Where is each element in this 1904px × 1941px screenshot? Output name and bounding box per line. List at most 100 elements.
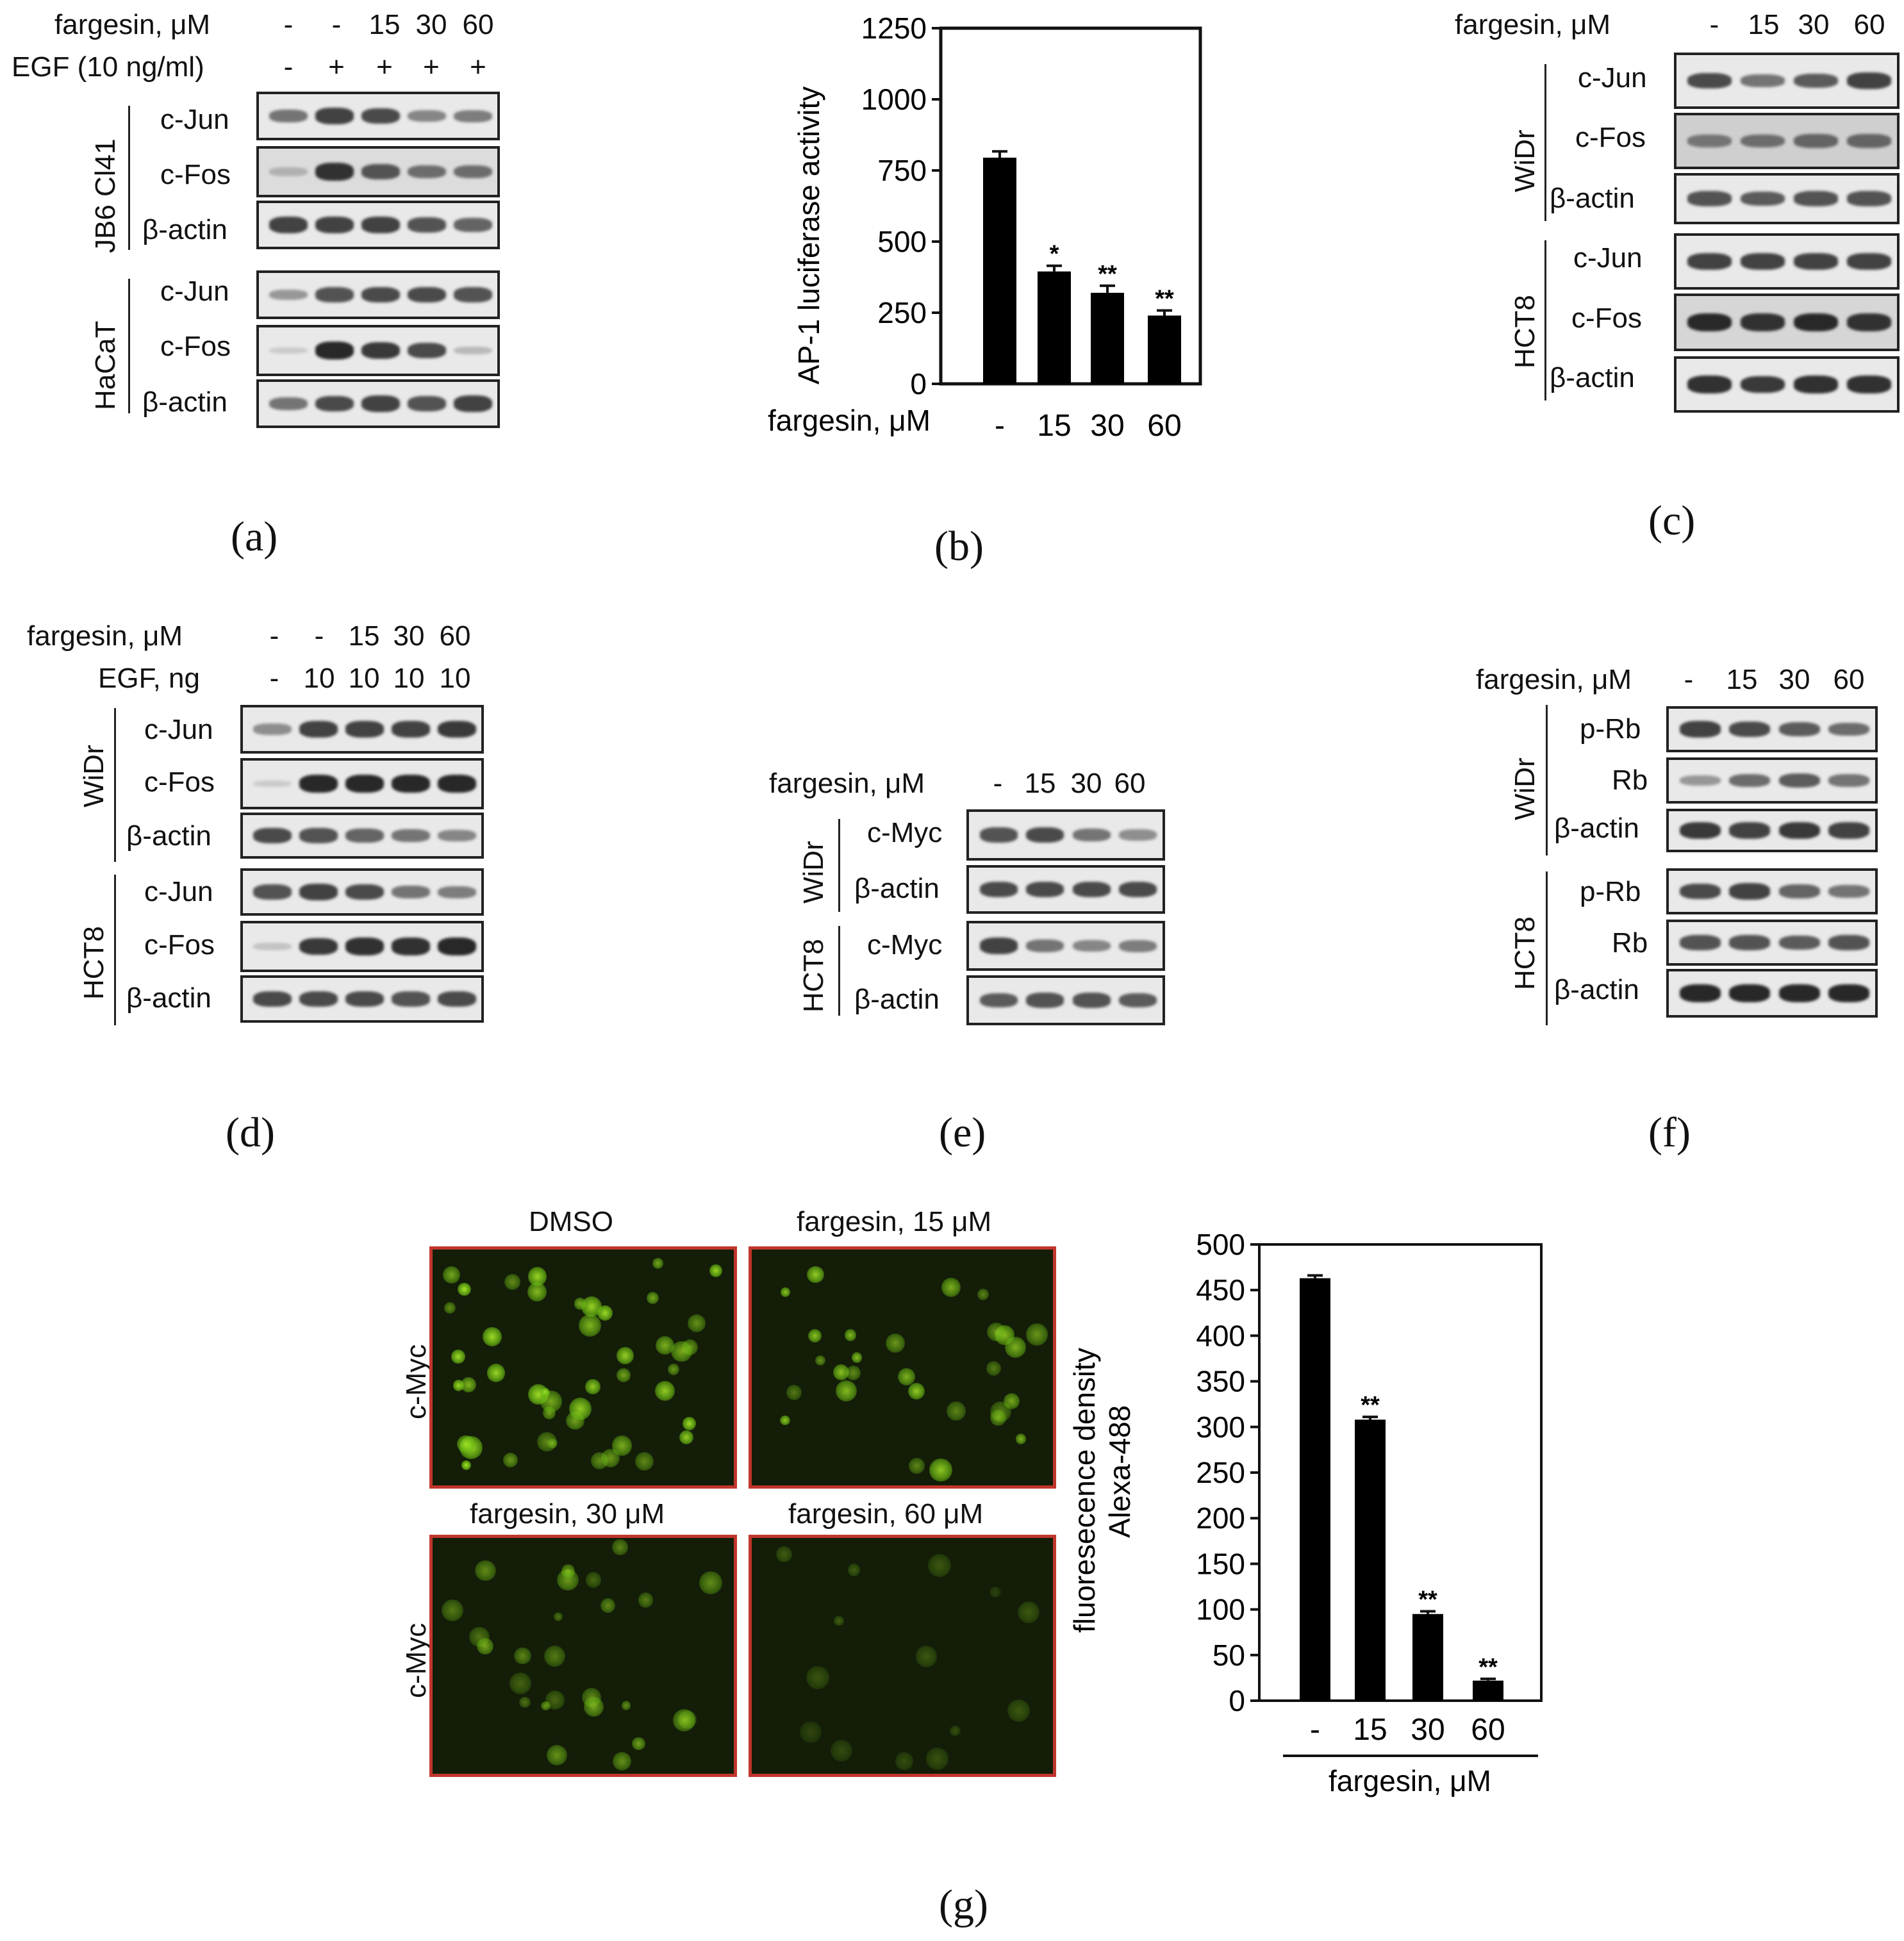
- blot-band: [269, 347, 308, 354]
- row-label: β-actin: [126, 820, 211, 852]
- blot-band: [315, 287, 354, 302]
- cell-spot: [579, 1314, 602, 1337]
- cell-spot: [977, 1289, 989, 1301]
- bar: [983, 158, 1016, 384]
- image-title-15: fargesin, 15 μM: [797, 1206, 992, 1237]
- y-axis-label-2: Alexa-488: [1103, 1405, 1136, 1538]
- group-bracket: [1546, 871, 1548, 1025]
- row-label: p-Rb: [1580, 713, 1641, 745]
- cell-spot: [632, 1737, 645, 1751]
- blot-strip: [1674, 113, 1900, 169]
- group-bracket: [838, 926, 840, 1016]
- blot-band: [454, 165, 492, 179]
- row-label: c-Myc: [867, 817, 943, 848]
- blot-strip: [1666, 868, 1878, 914]
- cell-spot: [547, 1438, 558, 1448]
- panel-letter-a: (a): [231, 513, 278, 560]
- blot-strip: [256, 146, 500, 197]
- cell-spot: [800, 1721, 822, 1743]
- blot-band: [1828, 822, 1870, 839]
- blot-band: [253, 943, 292, 950]
- blot-band: [1679, 883, 1721, 900]
- blot-band: [1778, 822, 1820, 839]
- cell-spot: [585, 1572, 601, 1588]
- row-label: β-actin: [126, 982, 211, 1014]
- blot-band: [392, 829, 430, 842]
- cell-spot: [907, 1382, 925, 1400]
- blot-band: [979, 937, 1018, 954]
- x-tick-label: 30: [1090, 409, 1124, 443]
- row-label: c-Fos: [160, 159, 231, 190]
- row-label: Rb: [1612, 764, 1648, 796]
- cell-spot: [775, 1546, 793, 1563]
- cell-spot: [527, 1267, 547, 1286]
- blot-band: [361, 395, 400, 412]
- blot-band: [345, 991, 384, 1007]
- blot-band: [1847, 72, 1891, 89]
- blot-band: [1794, 191, 1838, 206]
- blot-band: [438, 937, 476, 955]
- blot-band: [1828, 935, 1870, 950]
- blot-band: [1778, 722, 1820, 737]
- blot-strip: [1666, 757, 1878, 804]
- cell-spot: [456, 1435, 475, 1453]
- blot-band: [253, 991, 292, 1007]
- group-bracket: [838, 819, 840, 912]
- blot-band: [1119, 829, 1157, 841]
- cell-spot: [679, 1430, 694, 1445]
- blot-band: [408, 217, 446, 233]
- lane-label: +: [328, 51, 345, 83]
- blot-band: [438, 886, 476, 898]
- blot-band: [1741, 134, 1785, 148]
- blot-band: [1741, 376, 1785, 393]
- blot-band: [361, 108, 400, 124]
- blot-band: [299, 937, 338, 955]
- cell-spot: [808, 1329, 822, 1343]
- row-label: p-Rb: [1580, 876, 1641, 907]
- cell-spot: [486, 1364, 506, 1383]
- row-label: β-actin: [854, 984, 940, 1015]
- cell-spot: [621, 1701, 631, 1710]
- y-tick-label: 400: [1196, 1319, 1245, 1352]
- lane-label: 60: [1114, 768, 1146, 799]
- group-label-hct8: HCT8: [78, 926, 110, 1000]
- cell-spot: [807, 1266, 824, 1284]
- cell-spot: [476, 1638, 493, 1655]
- blot-band: [1026, 993, 1064, 1008]
- y-tick-label: 450: [1196, 1273, 1245, 1307]
- cell-spot: [846, 1366, 861, 1381]
- blot-band: [1741, 191, 1785, 206]
- row-label: c-Jun: [144, 714, 213, 745]
- cell-spot: [786, 1385, 802, 1401]
- row-label: c-Fos: [1571, 302, 1642, 334]
- y-tick-label: 100: [1196, 1593, 1245, 1626]
- lane-label: 30: [415, 9, 447, 40]
- cell-spot: [929, 1458, 952, 1482]
- blot-strip: [966, 975, 1165, 1025]
- blot-band: [315, 217, 354, 233]
- blot-band: [1687, 191, 1732, 206]
- lane-label: 10: [439, 663, 471, 694]
- cell-spot: [1025, 1323, 1048, 1346]
- row-label: c-Jun: [160, 276, 229, 307]
- cell-spot: [687, 1314, 706, 1333]
- blot-band: [1778, 935, 1820, 950]
- group-bracket: [114, 875, 116, 1025]
- blot-strip: [256, 379, 500, 428]
- group-label-widr: WiDr: [798, 841, 829, 904]
- blot-strip: [240, 921, 484, 972]
- blot-band: [1026, 939, 1064, 952]
- blot-band: [253, 723, 292, 735]
- blot-strip: [1674, 173, 1900, 224]
- panel-letter-b: (b): [934, 523, 984, 570]
- blot-band: [392, 721, 430, 738]
- cell-spot: [513, 1647, 531, 1665]
- blot-band: [1729, 773, 1771, 788]
- cell-spot: [831, 1740, 852, 1762]
- group-label-hct8: HCT8: [798, 939, 829, 1012]
- blot-strip: [1674, 293, 1900, 351]
- blot-band: [1794, 376, 1838, 393]
- micrograph-60um: [749, 1535, 1056, 1777]
- blot-band: [299, 884, 338, 900]
